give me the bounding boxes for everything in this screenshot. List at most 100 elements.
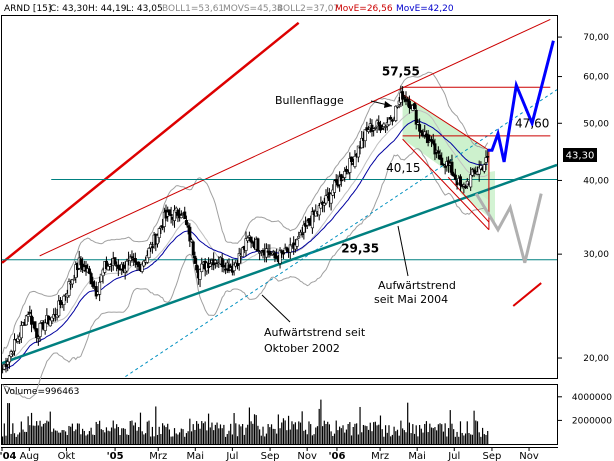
candle-body	[370, 124, 374, 132]
price-tick-label: 60,00	[583, 73, 609, 83]
candle-body	[36, 336, 40, 339]
candle-body	[430, 139, 434, 142]
candle-body	[130, 256, 134, 259]
candle-body	[297, 236, 301, 239]
candle-body	[300, 233, 304, 235]
candle-body	[390, 119, 394, 122]
red-channel-thin	[39, 18, 551, 257]
projection-blue-path	[487, 40, 555, 163]
candle-body	[333, 180, 337, 193]
candle-body	[108, 264, 112, 267]
candle-body	[87, 268, 91, 274]
uptrend-line-2002	[1, 163, 558, 365]
candle-body	[479, 165, 483, 170]
candle-body	[94, 286, 98, 297]
candle-body	[341, 177, 345, 180]
candle-body	[394, 105, 398, 121]
candle-body	[365, 127, 369, 131]
candle-body	[142, 260, 146, 267]
candle-body	[310, 211, 314, 229]
candle-body	[191, 241, 195, 256]
candle-body	[11, 353, 15, 355]
date-label: Aug	[20, 451, 40, 461]
candle-body	[133, 258, 137, 263]
candle-body	[150, 246, 154, 248]
candle-body	[198, 269, 202, 280]
candle-body	[317, 205, 321, 216]
candle-body	[190, 239, 194, 243]
candle-body	[344, 168, 348, 172]
candle-body	[74, 264, 78, 278]
ema-line	[2, 119, 488, 370]
candle-body	[72, 278, 76, 281]
candle-body	[293, 244, 297, 250]
candle-body	[224, 268, 228, 271]
candle-body	[329, 193, 333, 204]
candle-body	[213, 260, 217, 264]
candle-body	[26, 314, 30, 317]
candle-body	[464, 186, 468, 189]
candle-body	[482, 164, 486, 172]
candle-body	[458, 176, 462, 186]
candle-body	[264, 248, 268, 258]
candle-body	[343, 170, 347, 178]
candle-body	[79, 258, 83, 266]
candle-body	[418, 124, 422, 132]
candle-body	[462, 184, 466, 187]
annotation-uptrend-2004-line2: seit Mai 2004	[374, 293, 448, 306]
price-tick-label: 50,00	[583, 119, 609, 129]
candle-body	[348, 158, 352, 173]
candle-body	[387, 118, 391, 126]
date-label: Mai	[187, 451, 205, 461]
level-label: 47,60	[515, 116, 549, 130]
candle-body	[268, 250, 272, 256]
header-boll1: BOLL1=53,61	[162, 4, 224, 14]
candle-body	[322, 202, 326, 206]
date-label: Sep	[261, 451, 280, 461]
candle-body	[167, 209, 171, 216]
candle-body	[188, 226, 192, 242]
candle-body	[57, 300, 61, 317]
header-boll2: BOLL2=37,07	[277, 4, 339, 14]
date-label: Jul	[447, 451, 460, 461]
price-axis: 20,00 30,00 40,00 50,00 60,00 70,00 4000000 200…	[557, 33, 612, 426]
candle-body	[384, 126, 388, 128]
annotation-bullenflagge: Bullenflagge	[275, 94, 344, 107]
candle-body	[433, 143, 437, 155]
candle-body	[173, 209, 177, 221]
candle-body	[183, 211, 187, 220]
level-label: 57,55	[382, 64, 420, 78]
candle-body	[237, 253, 241, 264]
candle-body	[162, 211, 166, 227]
candle-body	[302, 224, 306, 233]
candle-body	[436, 150, 440, 154]
candle-body	[288, 244, 292, 253]
candle-body	[220, 258, 224, 267]
candle-body	[241, 247, 245, 257]
candle-body	[50, 316, 54, 322]
annotation-pointer-2002	[261, 294, 291, 323]
candle-body	[247, 235, 251, 238]
flag-channel-fill	[402, 94, 489, 201]
candle-body	[246, 237, 250, 242]
annotation-uptrend-2002-line1: Aufwärtstrend seit	[264, 326, 366, 339]
candle-body	[395, 105, 399, 108]
bollinger-lower-line	[2, 147, 488, 400]
candle-body	[389, 117, 393, 120]
date-label: Jul	[225, 451, 238, 461]
header-move-red: MovE=26,56	[335, 4, 393, 14]
candle-body	[431, 140, 435, 144]
sma-line	[2, 109, 488, 369]
annotation-uptrend-2004-line1: Aufwärtstrend	[378, 279, 456, 292]
candle-body	[232, 264, 236, 271]
candle-body	[104, 260, 108, 269]
date-label: '05	[107, 451, 124, 461]
date-label: Mai	[408, 451, 426, 461]
candle-body	[402, 96, 406, 99]
candle-body	[469, 174, 473, 188]
candle-body	[62, 295, 66, 306]
candle-body	[244, 238, 248, 251]
candle-body	[6, 361, 10, 365]
price-tick-label: 30,00	[583, 250, 609, 260]
red-channel-thick	[1, 21, 300, 264]
